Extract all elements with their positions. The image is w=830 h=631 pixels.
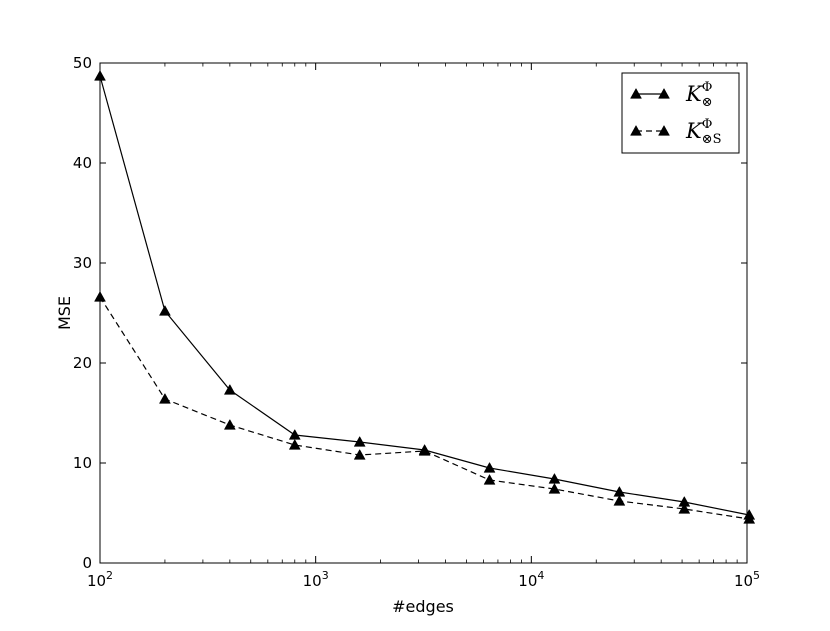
data-point [743,512,756,524]
y-tick-label: 40 [73,154,92,172]
data-point [483,461,496,473]
data-point [353,448,366,460]
series-layer [94,69,756,524]
plot-frame [99,62,748,564]
axis-ticks: 0 10 20 30 40 50 102 103 104 105 [73,54,760,590]
legend-label: KΦ ⊗S [685,117,721,147]
data-point [158,392,171,404]
legend-box [621,72,740,154]
legend-entry-1: KΦ ⊗ [630,80,713,110]
legend-entry-2: KΦ ⊗S [630,117,721,147]
legend-marker [630,124,642,136]
legend-label: KΦ ⊗ [685,80,713,110]
data-point [158,304,171,316]
data-point [418,444,431,456]
data-point [223,418,236,430]
y-tick-label: 20 [73,354,92,372]
y-tick-label: 50 [73,54,92,72]
legend-marker [630,87,642,99]
x-tick-label: 102 [87,569,113,590]
data-point [613,494,626,506]
data-point [678,502,691,514]
data-point [353,435,366,447]
data-point [483,473,496,485]
data-point [288,438,301,450]
y-tick-label: 10 [73,454,92,472]
y-tick-label: 0 [82,554,92,572]
series-2 [94,290,756,524]
y-tick-label: 30 [73,254,92,272]
x-tick-label: 103 [303,569,329,590]
y-axis-label: MSE [55,296,74,330]
legend: KΦ ⊗ KΦ ⊗S [621,72,740,154]
x-tick-label: 104 [518,569,544,590]
data-point [548,482,561,494]
data-point [288,428,301,440]
x-axis-label: #edges [392,597,454,616]
x-tick-label: 105 [734,569,760,590]
data-point [223,383,236,395]
legend-marker [658,124,670,136]
legend-marker [658,87,670,99]
series-line [99,296,750,520]
